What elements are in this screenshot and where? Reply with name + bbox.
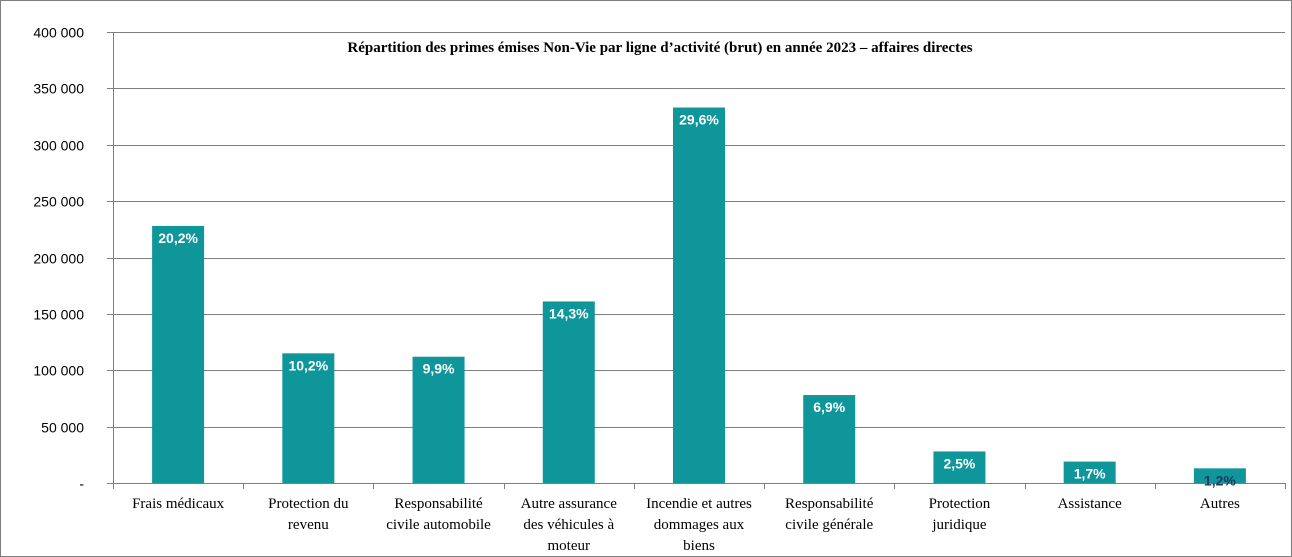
data-label: 14,3% (549, 305, 589, 321)
bar (282, 353, 335, 483)
bar (1193, 468, 1246, 483)
bar (1063, 461, 1116, 483)
data-label: 2,5% (943, 455, 975, 471)
x-category-label: civile générale (785, 517, 873, 533)
x-category-label: Protection du (268, 496, 349, 512)
x-category-label: Incendie et autres (646, 496, 752, 512)
data-label: 20,2% (158, 230, 198, 246)
x-category-label: civile automobile (386, 517, 491, 533)
y-tick-label: 50 000 (41, 420, 84, 436)
x-category-label: des véhicules à (523, 517, 614, 533)
x-category-label: revenu (288, 517, 329, 533)
chart-title: Répartition des primes émises Non-Vie pa… (347, 40, 972, 56)
labels: - 50 000 100 000 150 000 200 000 250 000 300 0… (33, 25, 1240, 555)
y-tick-label: 350 000 (33, 81, 84, 97)
y-tick-label: 300 000 (33, 138, 84, 154)
bar (542, 301, 595, 483)
bar (803, 395, 856, 483)
bar (152, 225, 205, 483)
data-label: 1,2% (1204, 472, 1236, 488)
y-tick-label: 400 000 (33, 25, 84, 41)
x-category-label: Assistance (1058, 496, 1122, 512)
bar (673, 107, 725, 483)
data-label: 29,6% (679, 112, 719, 128)
x-category-label: moteur (548, 538, 591, 554)
data-label: 9,9% (423, 361, 455, 377)
x-category-label: Protection (929, 496, 991, 512)
x-category-label: biens (683, 538, 715, 554)
data-label: 6,9% (813, 399, 845, 415)
bar (933, 451, 986, 483)
y-tick-label: 100 000 (33, 363, 84, 379)
data-label: 1,7% (1074, 466, 1106, 482)
y-tick-label: 150 000 (33, 307, 84, 323)
x-category-label: Responsabilité (394, 496, 483, 512)
bar (412, 356, 465, 483)
data-label: 10,2% (288, 357, 328, 373)
x-category-label: dommages aux (654, 517, 745, 533)
x-category-label: Responsabilité (785, 496, 874, 512)
y-tick-label: - (79, 476, 84, 492)
x-category-label: juridique (931, 517, 986, 533)
x-category-label: Autre assurance (521, 496, 618, 512)
bars (152, 107, 1246, 483)
y-tick-label: 250 000 (33, 194, 84, 210)
x-category-label: Frais médicaux (132, 496, 225, 512)
x-category-label: Autres (1200, 496, 1240, 512)
axes (107, 32, 1286, 489)
y-tick-label: 200 000 (33, 251, 84, 267)
